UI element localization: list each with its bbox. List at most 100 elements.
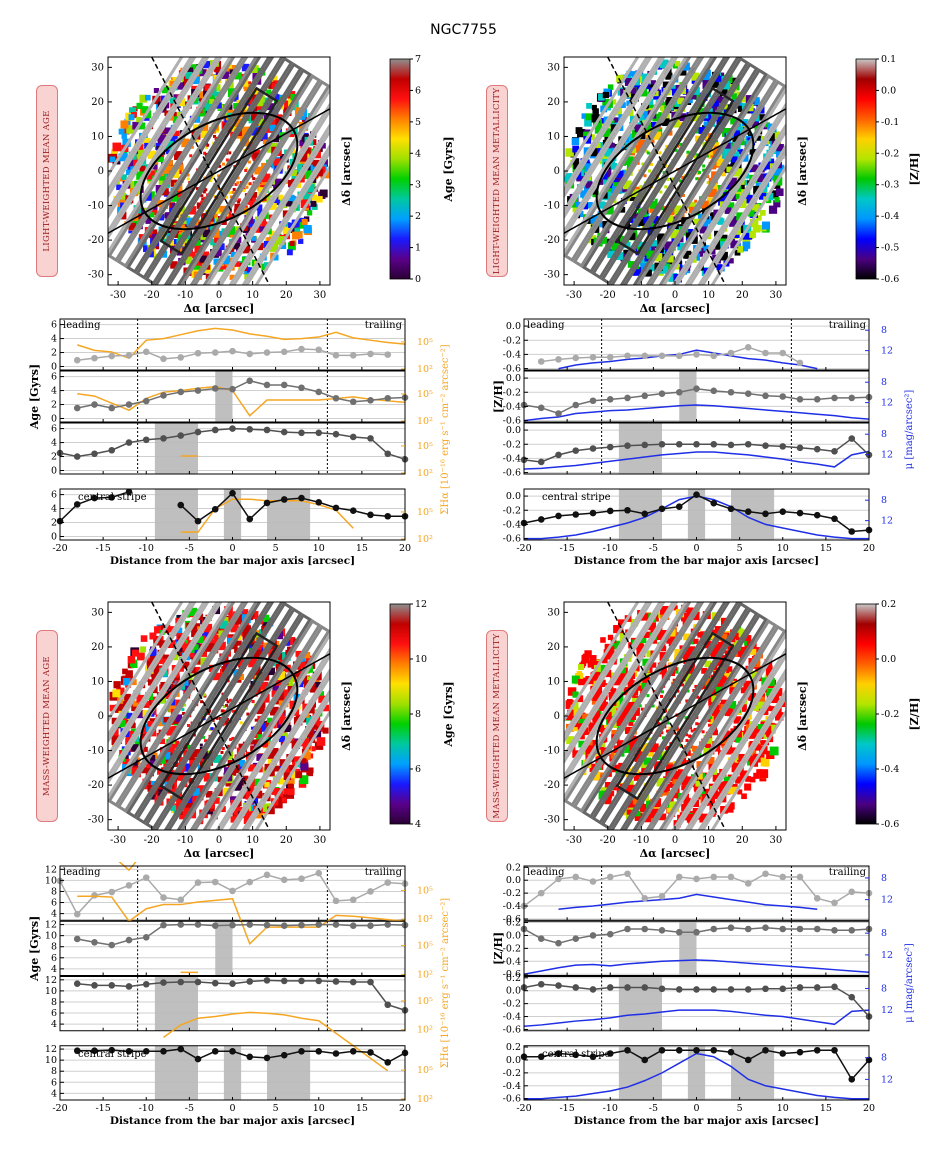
profile-point <box>675 440 683 448</box>
profile-point <box>91 938 98 946</box>
map-cell <box>581 113 587 119</box>
profile-point <box>160 979 167 986</box>
shaded-region <box>223 1045 242 1100</box>
map-cell <box>672 678 676 682</box>
profile-point <box>125 401 133 408</box>
profile-point <box>384 450 392 458</box>
map-cell <box>226 717 230 721</box>
profile-point <box>125 439 133 446</box>
stripe <box>564 602 675 784</box>
profile-point <box>813 511 821 519</box>
profile-point <box>263 871 271 879</box>
x-tick-label: -15 <box>559 1103 574 1114</box>
map-cell <box>271 196 280 205</box>
y2-tick-label: 12 <box>881 1005 893 1016</box>
map-cell <box>201 630 210 638</box>
stripe-grid <box>108 602 330 830</box>
y-tick-label: 6 <box>51 898 57 909</box>
map-cell <box>157 135 167 144</box>
x-tick-label: 10 <box>702 835 715 846</box>
y-tick-label: 8 <box>51 997 57 1008</box>
map-cell <box>184 256 193 265</box>
profile-point <box>108 941 116 949</box>
map-cell <box>270 243 279 252</box>
map-cell <box>598 93 605 101</box>
map-cell <box>707 757 715 765</box>
map-cell <box>217 776 224 783</box>
map-cell <box>665 72 673 80</box>
map-cell <box>299 775 309 785</box>
map-cell <box>634 813 643 821</box>
profile-point <box>606 930 614 938</box>
map-cell <box>711 695 718 702</box>
map-cell <box>645 149 649 153</box>
map-cell <box>719 251 728 261</box>
profile-point <box>641 925 649 933</box>
colorbar-tick-label: 0.2 <box>881 600 896 610</box>
map-cell <box>150 170 158 178</box>
profile-point <box>349 507 357 514</box>
map-cell <box>691 745 698 752</box>
map-cell <box>657 722 661 726</box>
profile-point <box>194 879 202 886</box>
map-cell <box>673 771 681 780</box>
map-cell <box>648 104 655 111</box>
y-tick-label: 12 <box>45 864 57 875</box>
map-cell <box>261 133 268 140</box>
x-tick-label: -30 <box>110 290 126 301</box>
y-tick-label: 6 <box>51 320 57 331</box>
map-cell <box>200 700 204 704</box>
profile-point <box>624 394 631 402</box>
map-cell <box>649 200 658 209</box>
map-cell <box>717 641 726 650</box>
map-cell <box>161 188 169 196</box>
map-cell <box>193 265 201 273</box>
map-cell <box>713 241 723 250</box>
stripe <box>108 602 257 808</box>
map-cell <box>727 181 735 190</box>
map-cell <box>301 758 307 764</box>
profile-point <box>91 354 98 362</box>
map-cell <box>679 142 683 146</box>
map-cell <box>137 148 145 155</box>
profile-point <box>589 445 597 452</box>
map-cell <box>314 151 321 159</box>
map-cell <box>164 140 174 150</box>
profile-point <box>73 980 81 987</box>
profile-point <box>332 394 340 402</box>
profile-point <box>280 381 288 389</box>
y-tick-label: 0 <box>554 166 560 177</box>
map-cell <box>732 135 741 144</box>
map-cell <box>281 732 288 739</box>
map-cell <box>652 113 661 122</box>
x-tick-label: -20 <box>52 1103 67 1114</box>
profile-point <box>246 350 254 358</box>
map-cell <box>128 107 137 115</box>
map-cell <box>246 182 250 186</box>
map-cell <box>222 709 226 713</box>
voronoi-map <box>108 57 330 285</box>
map-cell <box>769 746 779 756</box>
y-tick-label: 0.0 <box>506 930 521 941</box>
profile-point <box>332 1050 340 1057</box>
map-cell <box>213 258 220 265</box>
map-cell <box>249 739 255 745</box>
profile-point <box>280 496 288 503</box>
map-cell <box>586 739 595 749</box>
map-cell <box>316 196 323 203</box>
x-tick-label: 15 <box>820 1103 832 1114</box>
map-cell <box>610 99 617 105</box>
leading-label: leading <box>527 320 565 331</box>
map-cell <box>585 745 595 754</box>
y2-tick-label: 8 <box>881 377 887 388</box>
map-lw-age: LIGHT-WEIGHTED MEAN AGE -30 -30 -20 -20 -10-… <box>0 45 460 315</box>
x-tick-label: -5 <box>185 1103 194 1114</box>
map-cell <box>270 706 279 716</box>
profile-point <box>572 401 580 409</box>
profile-point <box>693 351 700 358</box>
map-cell <box>236 640 242 646</box>
map-cell <box>719 88 728 97</box>
shaded-region <box>154 1045 198 1100</box>
map-cell <box>166 746 175 756</box>
